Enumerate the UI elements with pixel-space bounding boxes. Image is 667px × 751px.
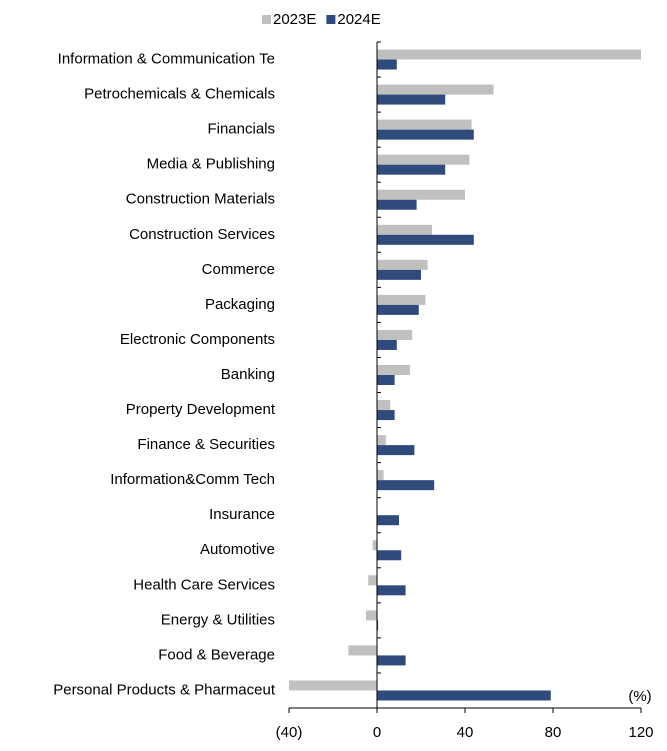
category-label: Health Care Services	[133, 576, 275, 593]
x-tick-label: 0	[373, 724, 381, 741]
bar	[377, 294, 426, 305]
category-label: Food & Beverage	[158, 646, 275, 663]
unit-label: (%)	[628, 688, 651, 705]
legend-swatch	[262, 15, 271, 24]
bar	[377, 199, 417, 210]
legend-label: 2023E	[273, 11, 316, 28]
category-label: Property Development	[126, 401, 276, 418]
bar	[377, 259, 428, 270]
bar	[377, 234, 474, 245]
bar	[377, 480, 435, 491]
x-tick-label: (40)	[276, 724, 303, 741]
bar	[377, 119, 472, 130]
bar	[377, 690, 551, 701]
bar	[377, 84, 494, 95]
x-tick-label: 40	[457, 724, 474, 741]
category-label: Petrochemicals & Chemicals	[84, 86, 275, 103]
bar	[348, 645, 377, 656]
bar	[377, 49, 641, 60]
bar	[377, 445, 415, 456]
bar	[377, 470, 384, 481]
bar	[372, 540, 377, 551]
category-label: Financials	[207, 121, 275, 138]
category-label: Insurance	[209, 506, 275, 523]
bar	[377, 620, 379, 631]
bar	[377, 164, 446, 175]
bar	[377, 400, 391, 411]
x-tick-label: 80	[545, 724, 562, 741]
legend-swatch	[326, 15, 336, 24]
bar	[377, 329, 413, 340]
bar	[377, 59, 397, 70]
bar	[377, 435, 386, 446]
category-label: Automotive	[200, 541, 275, 558]
bar	[377, 339, 397, 350]
category-label: Packaging	[205, 296, 275, 313]
category-label: Personal Products & Pharmaceut	[53, 681, 276, 698]
category-label: Banking	[221, 366, 275, 383]
bar	[377, 224, 432, 235]
category-label: Finance & Securities	[137, 436, 275, 453]
bar	[377, 515, 399, 526]
category-label: Information&Comm Tech	[110, 471, 275, 488]
bar	[377, 655, 406, 666]
bar	[377, 94, 446, 105]
category-label: Commerce	[202, 261, 275, 278]
category-label: Information & Communication Te	[58, 50, 275, 67]
bar	[366, 610, 377, 621]
bar	[377, 269, 421, 280]
bar	[377, 129, 474, 140]
legend-label: 2024E	[337, 11, 380, 28]
bar	[377, 304, 419, 315]
category-label: Construction Services	[129, 226, 275, 243]
category-label: Electronic Components	[120, 331, 275, 348]
bar	[377, 365, 410, 375]
category-label: Energy & Utilities	[161, 611, 275, 628]
bar	[377, 189, 465, 200]
bar	[377, 410, 395, 421]
bar	[377, 585, 406, 596]
bar	[368, 575, 377, 586]
bar	[377, 550, 402, 561]
bar	[377, 375, 395, 385]
x-tick-label: 120	[628, 724, 653, 741]
category-label: Media & Publishing	[147, 156, 275, 173]
category-label: Construction Materials	[126, 191, 275, 208]
bar	[377, 154, 470, 165]
bar	[289, 680, 377, 691]
